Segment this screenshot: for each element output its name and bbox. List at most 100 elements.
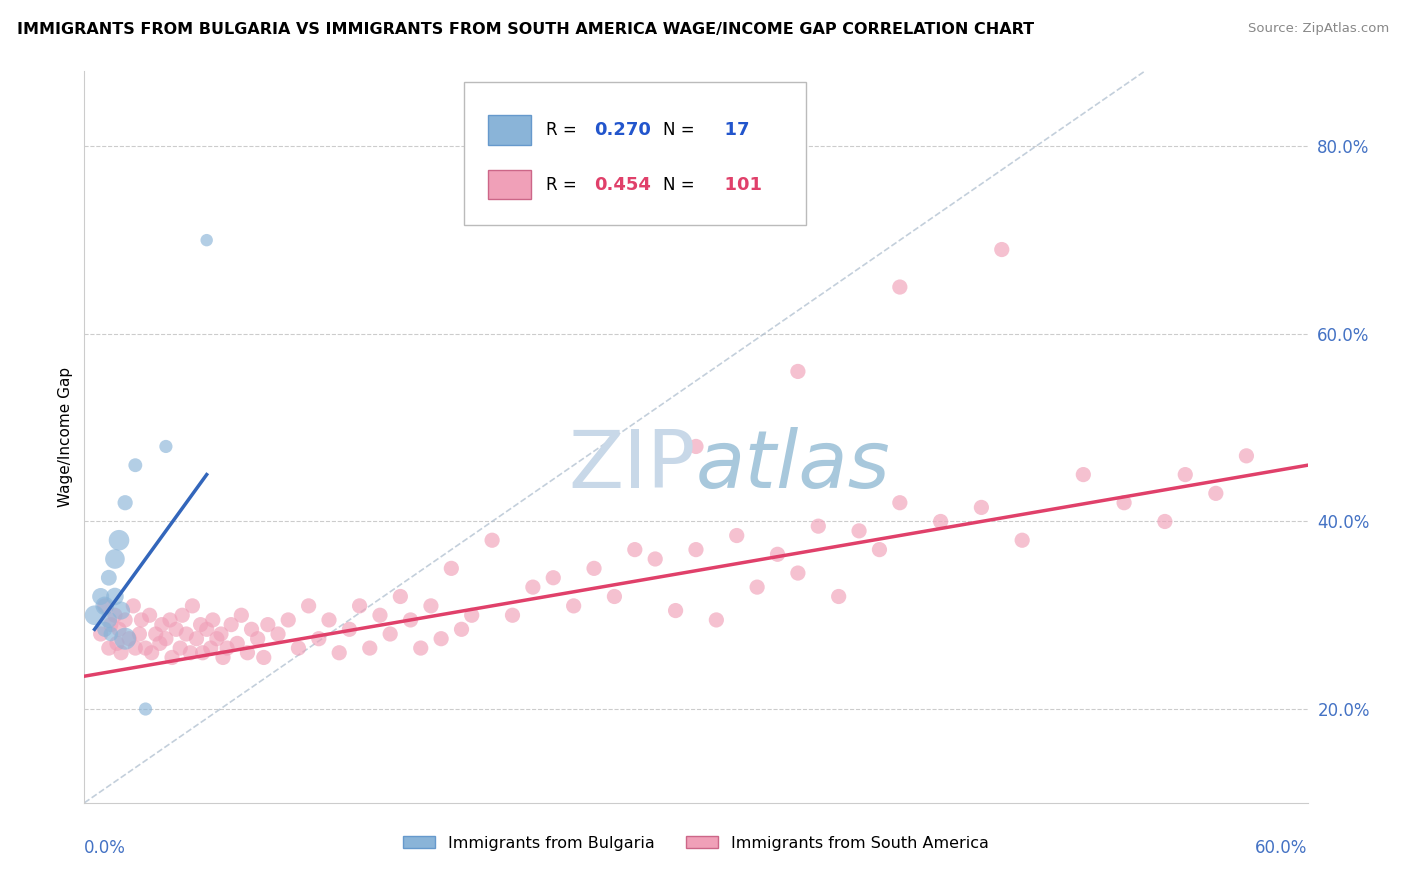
Point <box>409 641 432 656</box>
Point <box>97 613 120 627</box>
Point <box>104 590 127 604</box>
Point <box>522 580 544 594</box>
Point <box>155 440 177 454</box>
Point <box>257 617 280 632</box>
Point <box>93 599 115 613</box>
Point <box>114 632 136 646</box>
Point <box>217 641 239 656</box>
Point <box>368 608 391 623</box>
Text: 60.0%: 60.0% <box>1256 839 1308 857</box>
Point <box>991 243 1014 257</box>
Point <box>889 496 911 510</box>
Point <box>165 623 187 637</box>
Point <box>562 599 585 613</box>
Point <box>240 623 263 637</box>
FancyBboxPatch shape <box>464 82 806 225</box>
Text: 0.454: 0.454 <box>595 176 651 194</box>
Point <box>104 552 127 566</box>
Point <box>1236 449 1258 463</box>
Point <box>440 561 463 575</box>
Point <box>169 641 191 656</box>
Point <box>287 641 309 656</box>
Point <box>246 632 269 646</box>
Text: 101: 101 <box>711 176 762 194</box>
Point <box>212 650 235 665</box>
Point <box>970 500 993 515</box>
Point <box>481 533 503 548</box>
Point <box>624 542 647 557</box>
Text: IMMIGRANTS FROM BULGARIA VS IMMIGRANTS FROM SOUTH AMERICA WAGE/INCOME GAP CORREL: IMMIGRANTS FROM BULGARIA VS IMMIGRANTS F… <box>17 22 1033 37</box>
Point <box>1205 486 1227 500</box>
Point <box>114 613 136 627</box>
Point <box>543 571 565 585</box>
Point <box>128 627 150 641</box>
Point <box>104 608 127 623</box>
Legend: Immigrants from Bulgaria, Immigrants from South America: Immigrants from Bulgaria, Immigrants fro… <box>396 830 995 857</box>
Text: Source: ZipAtlas.com: Source: ZipAtlas.com <box>1249 22 1389 36</box>
Point <box>83 608 105 623</box>
Point <box>181 599 204 613</box>
Point <box>430 632 453 646</box>
Point <box>236 646 259 660</box>
Point <box>277 613 299 627</box>
Point <box>1154 515 1177 529</box>
Point <box>450 623 472 637</box>
Point <box>1174 467 1197 482</box>
Point <box>380 627 402 641</box>
Point <box>318 613 340 627</box>
Text: N =: N = <box>664 121 695 139</box>
FancyBboxPatch shape <box>488 170 531 200</box>
Point <box>114 496 136 510</box>
Point <box>190 617 212 632</box>
Point <box>685 542 707 557</box>
Point <box>110 603 132 617</box>
Point <box>339 623 361 637</box>
Point <box>308 632 330 646</box>
Point <box>420 599 443 613</box>
Text: N =: N = <box>664 176 695 194</box>
Point <box>124 641 146 656</box>
Point <box>807 519 830 533</box>
Point <box>389 590 412 604</box>
Point <box>828 590 851 604</box>
Point <box>150 617 173 632</box>
Text: R =: R = <box>546 121 576 139</box>
Point <box>191 646 214 660</box>
Point <box>108 623 131 637</box>
Point <box>603 590 626 604</box>
Point <box>226 636 249 650</box>
Point <box>706 613 728 627</box>
Point <box>349 599 371 613</box>
Point <box>725 528 748 542</box>
Point <box>869 542 891 557</box>
Point <box>359 641 381 656</box>
Point <box>108 533 131 548</box>
Point <box>141 646 163 660</box>
Point <box>502 608 524 623</box>
Point <box>122 599 145 613</box>
Point <box>138 608 160 623</box>
Point <box>231 608 253 623</box>
Point <box>100 617 122 632</box>
Point <box>1114 496 1136 510</box>
Point <box>155 632 177 646</box>
Point <box>253 650 276 665</box>
Point <box>118 632 141 646</box>
Point <box>219 617 242 632</box>
Point <box>848 524 870 538</box>
Point <box>766 547 789 561</box>
Point <box>159 613 181 627</box>
Point <box>787 364 810 378</box>
Point <box>110 646 132 660</box>
Point <box>889 280 911 294</box>
Point <box>160 650 183 665</box>
Point <box>97 641 120 656</box>
Point <box>97 571 120 585</box>
FancyBboxPatch shape <box>488 115 531 145</box>
Point <box>200 641 222 656</box>
Point <box>1073 467 1095 482</box>
Point <box>461 608 484 623</box>
Point <box>644 552 666 566</box>
Point <box>205 632 228 646</box>
Text: ZIP: ZIP <box>568 427 696 506</box>
